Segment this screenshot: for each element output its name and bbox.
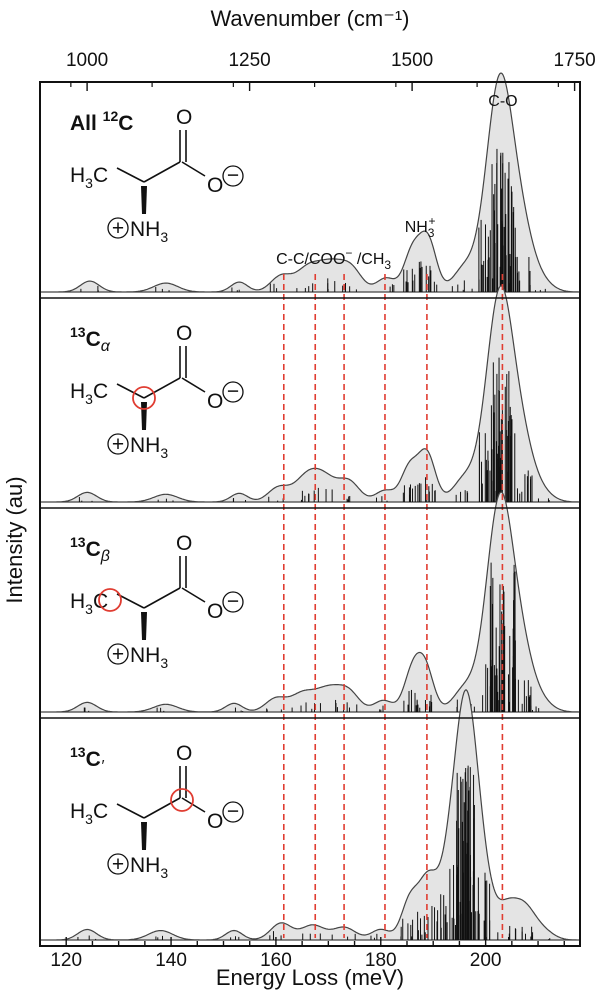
top-axis-ticks: 1000 1250 1500 1750 xyxy=(66,50,596,91)
stick-spectrum-2 xyxy=(78,357,550,502)
o-top-label: O xyxy=(176,532,192,555)
minus-sign: − xyxy=(227,164,239,187)
wedge-bond xyxy=(141,186,147,214)
o-right-label: O xyxy=(207,174,223,197)
dashed-guide-lines xyxy=(282,274,504,938)
h3c-label: H3C xyxy=(70,800,108,827)
spectrum-area-2 xyxy=(40,285,580,503)
isotope-marker-icon xyxy=(132,386,156,410)
plus-sign: + xyxy=(112,853,124,876)
minus-charge-icon xyxy=(222,801,244,823)
nh3-label: NH3 xyxy=(130,854,168,881)
panel-label-text: All 12C xyxy=(70,108,133,135)
isotope-marker-icon xyxy=(98,588,122,612)
plus-sign: + xyxy=(112,643,124,666)
stick-spectrum-1 xyxy=(80,148,546,292)
o-top-label: O xyxy=(176,742,192,765)
h3c-label: H3C xyxy=(70,380,108,407)
h3c-label: H3C xyxy=(70,164,108,191)
plus-charge-icon xyxy=(107,433,129,455)
wedge-bond xyxy=(141,822,147,850)
panel-label-4: 13C′ xyxy=(70,744,105,775)
x-axis-title: Energy Loss (meV) xyxy=(216,965,404,990)
panel-label-2: 13Cα xyxy=(70,324,111,355)
plus-sign: + xyxy=(112,217,124,240)
minus-sign: − xyxy=(227,380,239,403)
top-tick-label: 1000 xyxy=(66,50,108,71)
nh3-label: NH3 xyxy=(130,644,168,671)
minus-charge-icon xyxy=(222,381,244,403)
isotope-marker-icon xyxy=(170,788,194,812)
panel-label-1: All 12C xyxy=(70,108,133,135)
minus-charge-icon xyxy=(222,591,244,613)
bond xyxy=(143,587,181,609)
o-top-label: O xyxy=(176,106,192,129)
bond xyxy=(116,167,145,183)
minus-sign: − xyxy=(227,800,239,823)
x-tick-label: 120 xyxy=(50,950,82,971)
x-tick-label: 160 xyxy=(260,950,292,971)
panel-label-3: 13Cβ xyxy=(70,534,110,565)
plus-sign: + xyxy=(112,433,124,456)
plus-charge-icon xyxy=(107,853,129,875)
panel-label-text: 13C′ xyxy=(70,744,105,775)
bond xyxy=(181,161,206,177)
bond xyxy=(143,797,181,819)
spectrum-area-1 xyxy=(40,72,580,293)
y-axis-title: Intensity (au) xyxy=(2,476,27,603)
bond xyxy=(181,797,206,813)
o-right-label: O xyxy=(207,810,223,833)
bond xyxy=(181,587,206,603)
top-tick-label: 1750 xyxy=(553,50,595,71)
plus-charge-icon xyxy=(107,643,129,665)
bond xyxy=(143,377,181,399)
h3c-label: H3C xyxy=(70,590,108,617)
minus-sign: − xyxy=(227,590,239,613)
spectrum-area-4 xyxy=(40,689,580,941)
nh3-label: NH3 xyxy=(130,434,168,461)
top-tick-label: 1250 xyxy=(228,50,270,71)
x-tick-label: 140 xyxy=(155,950,187,971)
x-tick-label: 180 xyxy=(365,950,397,971)
bond xyxy=(116,383,145,399)
x-tick-label: 200 xyxy=(470,950,502,971)
panel-label-text: 13Cβ xyxy=(70,534,110,565)
bond xyxy=(116,593,145,609)
nh3-label: NH3 xyxy=(130,218,168,245)
annotation-nh3: NH3+ xyxy=(405,214,436,240)
annotations: C-O NH3+ C-C/COO− /CH3 xyxy=(276,93,518,272)
plot-frame xyxy=(39,81,581,947)
bond xyxy=(116,803,145,819)
frame-border xyxy=(39,81,581,947)
top-axis-title: Wavenumber (cm⁻¹) xyxy=(210,6,409,31)
annotation-co: C-O xyxy=(488,93,517,110)
bond xyxy=(143,161,181,183)
minus-charge-icon xyxy=(222,165,244,187)
bottom-axis-ticks: 120 140 160 180 200 xyxy=(39,937,565,971)
o-right-label: O xyxy=(207,390,223,413)
top-tick-label: 1500 xyxy=(391,50,433,71)
plus-charge-icon xyxy=(107,217,129,239)
o-right-label: O xyxy=(207,600,223,623)
bond xyxy=(181,377,206,393)
stick-spectrum-4 xyxy=(77,765,551,940)
wedge-bond xyxy=(141,612,147,640)
panel-label-text: 13Cα xyxy=(70,324,111,355)
spectrum-area-3 xyxy=(40,491,580,713)
wedge-bond xyxy=(141,402,147,430)
annotation-ccoo: C-C/COO− /CH3 xyxy=(276,246,391,272)
o-top-label: O xyxy=(176,322,192,345)
